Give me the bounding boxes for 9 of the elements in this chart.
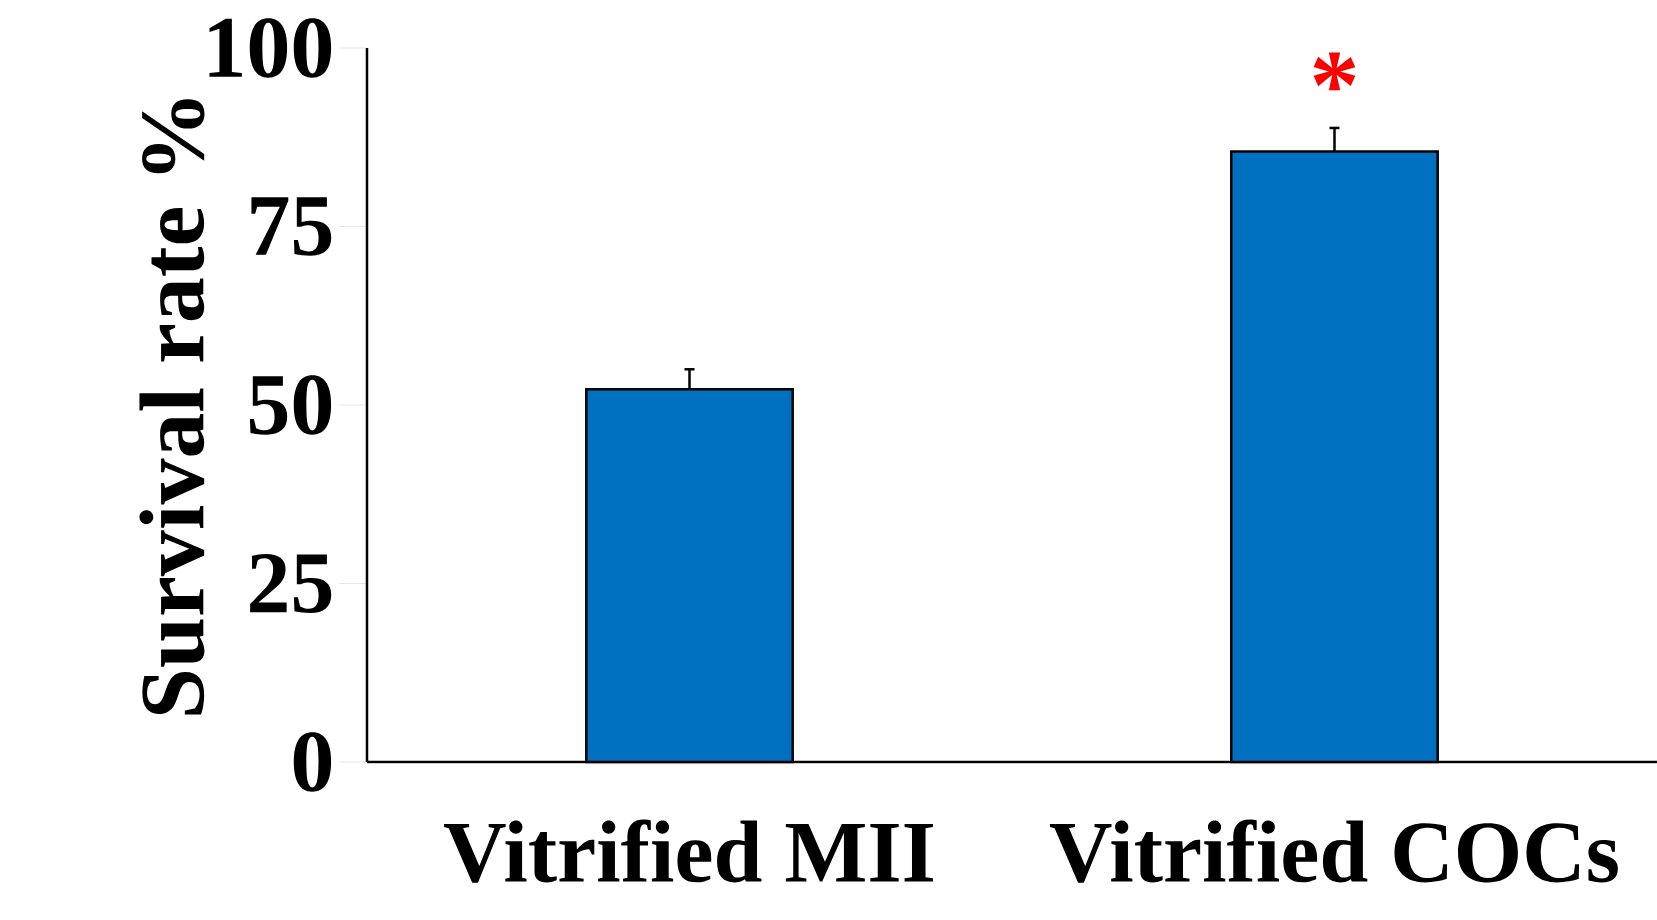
annotation: * <box>1313 52 1356 91</box>
y-tick-label: 25 <box>250 553 332 614</box>
y-tick-label: 0 <box>293 732 332 792</box>
y-axis-title: Survival rate % <box>139 99 205 715</box>
y-tick-label: 50 <box>249 375 332 435</box>
x-tick-label: Vitrified MII <box>444 819 933 883</box>
y-tick-label: 75 <box>251 197 332 256</box>
y-tick-label: 100 <box>209 18 332 78</box>
x-tick-label: Vitrified COCs <box>1049 819 1618 883</box>
